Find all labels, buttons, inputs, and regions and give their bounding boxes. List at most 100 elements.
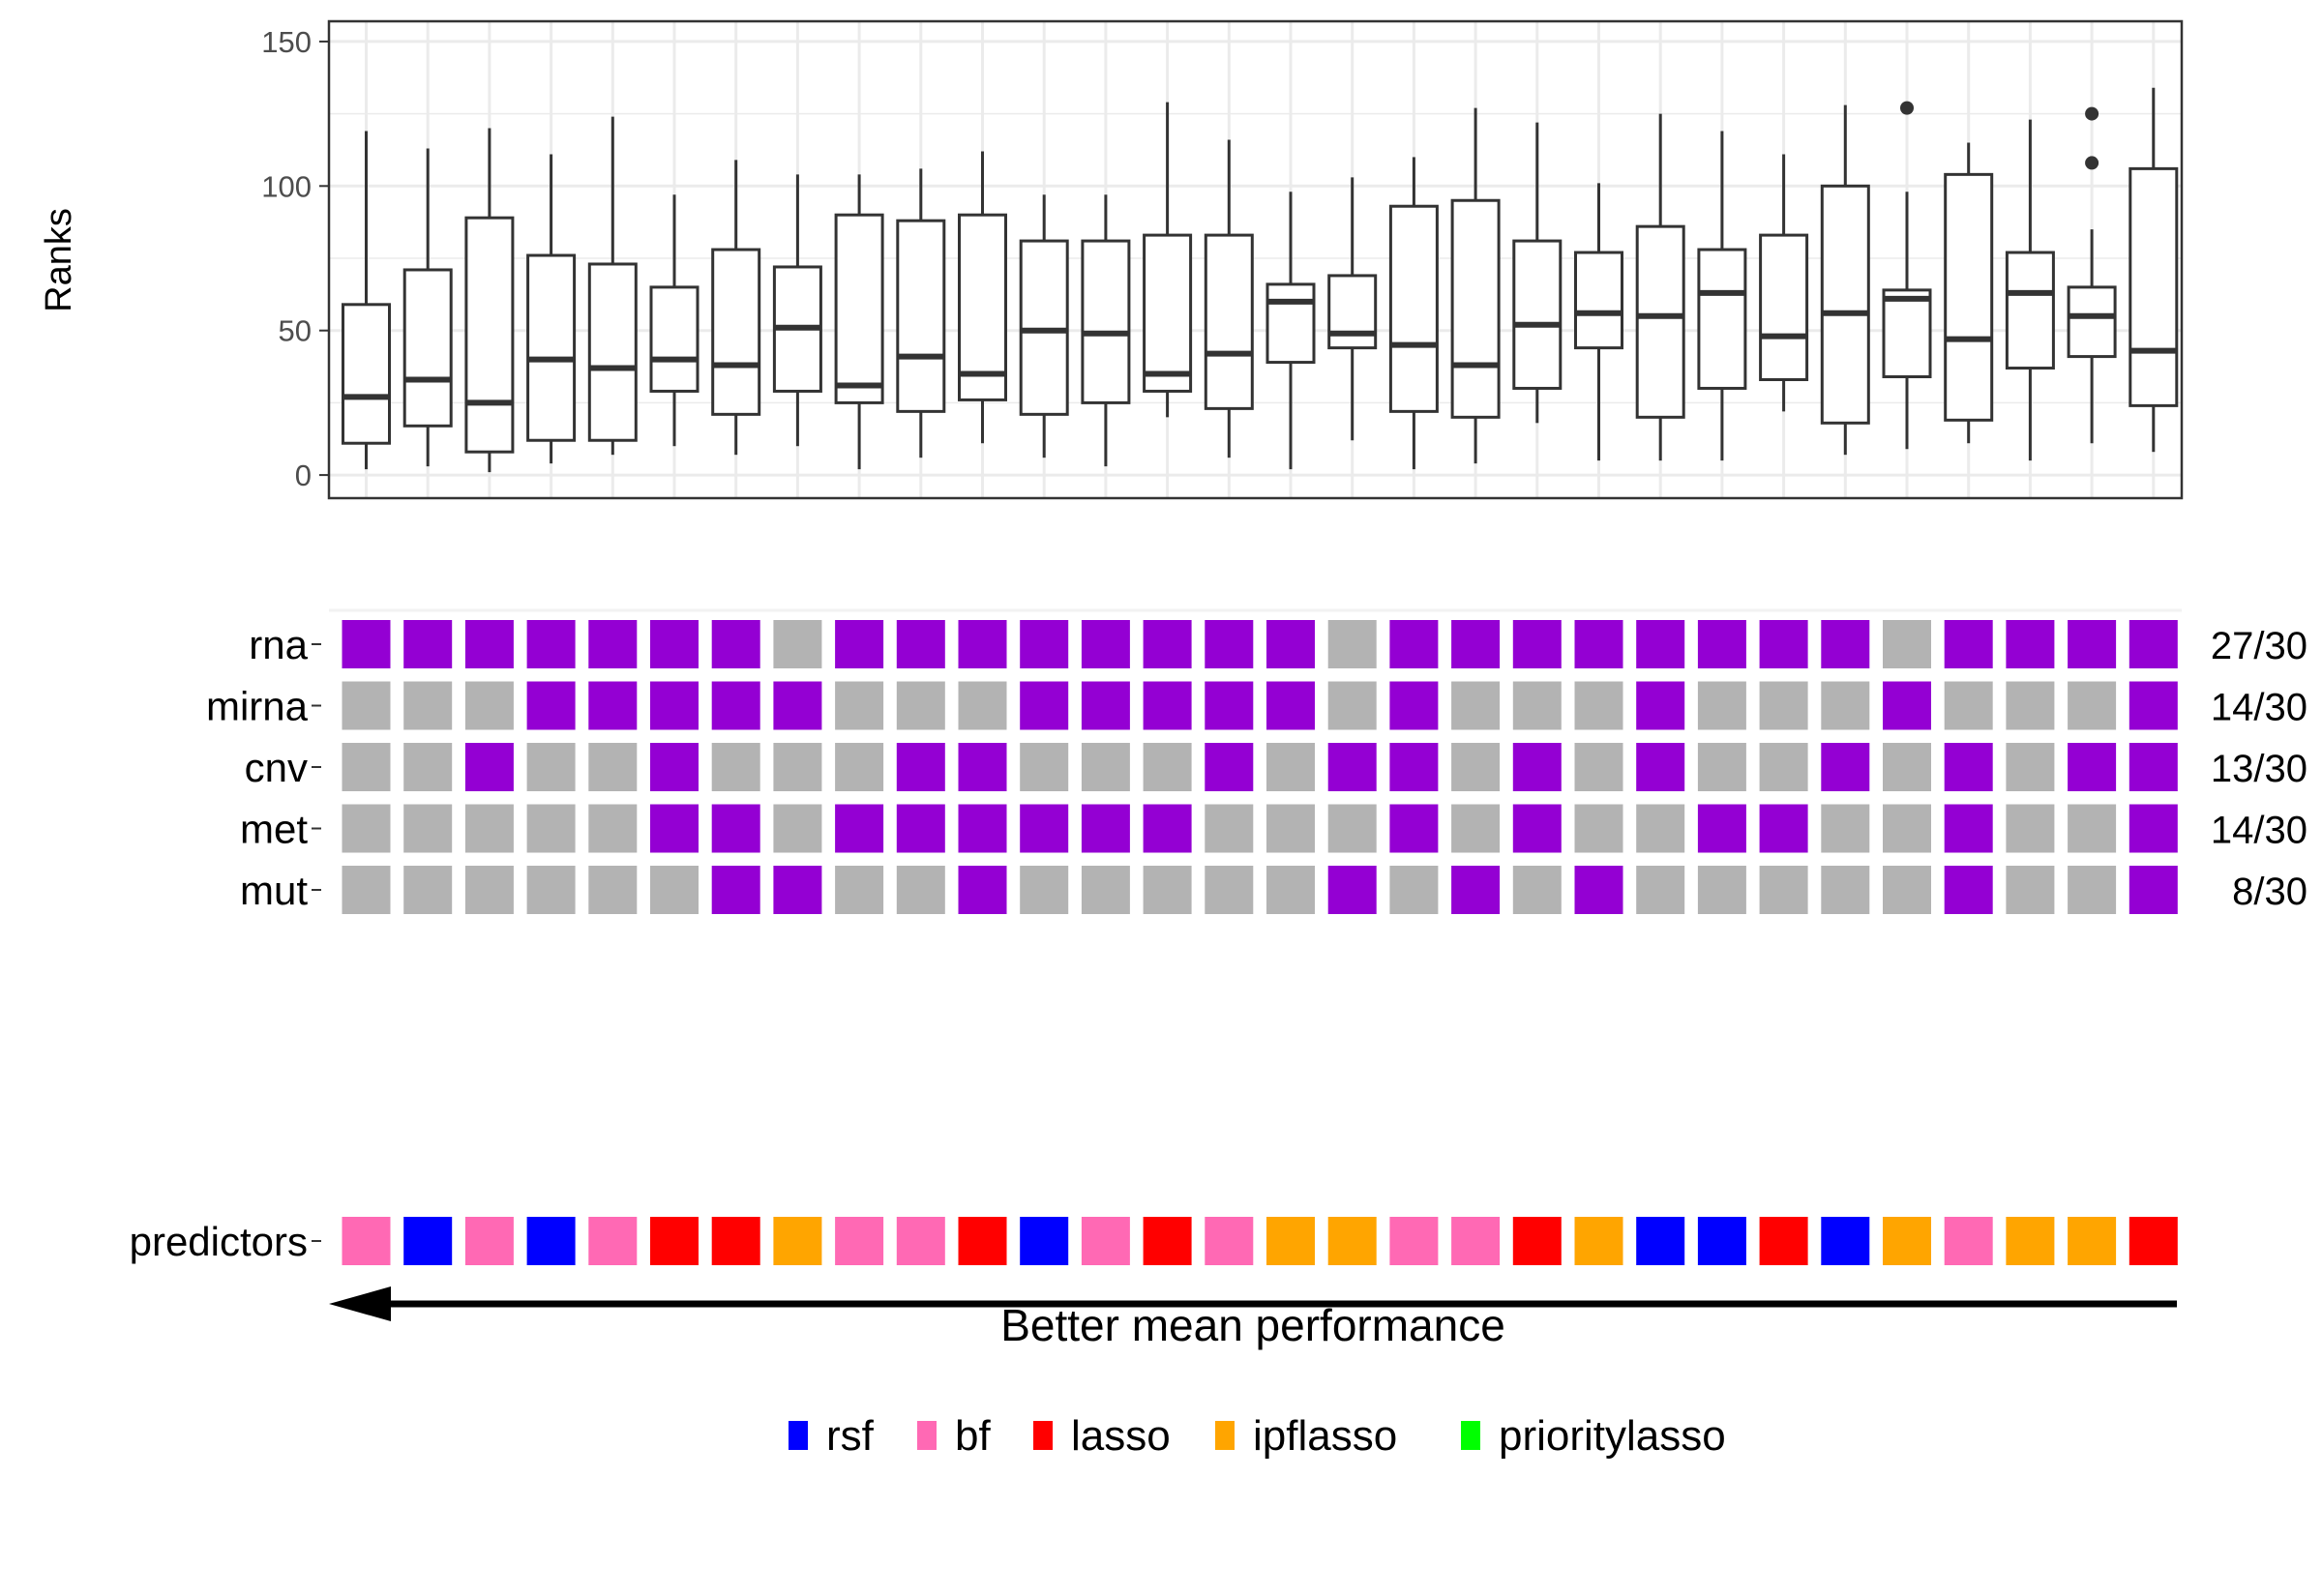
matrix-tile [342, 804, 391, 853]
matrix-tile [1327, 620, 1377, 668]
matrix-tile [1944, 743, 1993, 791]
matrix-tile [650, 620, 699, 668]
matrix-tile [2128, 804, 2178, 853]
matrix-tile [1143, 743, 1192, 791]
legend-item-ipflasso: ipflasso [1213, 1412, 1397, 1460]
box-22 [1635, 113, 1685, 461]
matrix-tile [835, 866, 884, 914]
matrix-tile [2006, 681, 2055, 730]
matrix-tile [650, 804, 699, 853]
matrix-tile [1143, 620, 1192, 668]
matrix-tile [1821, 866, 1870, 914]
legend-key [1031, 1419, 1055, 1452]
matrix-tile [1512, 681, 1562, 730]
predictor-tile-bf [1205, 1217, 1254, 1265]
legend-label: rsf [826, 1412, 875, 1460]
box-iqr [526, 253, 577, 442]
matrix-tile [1205, 866, 1254, 914]
matrix-tile [2128, 681, 2178, 730]
matrix-tile [1327, 866, 1377, 914]
matrix-tile [835, 804, 884, 853]
predictor-tile-lasso [650, 1217, 699, 1265]
matrix-tile [1205, 804, 1254, 853]
box-iqr [1204, 233, 1254, 410]
matrix-row-rna: rna 27/30 [249, 620, 2307, 668]
predictor-tile-lasso [1512, 1217, 1562, 1265]
row-count-label: 27/30 [2211, 625, 2307, 667]
outlier-point [2085, 106, 2099, 121]
matrix-tile [1759, 620, 1808, 668]
predictor-tile-bf [464, 1217, 514, 1265]
matrix-tile [1143, 866, 1192, 914]
box-18 [1388, 157, 1439, 470]
matrix-tile [1574, 681, 1623, 730]
row-label: rna [249, 622, 308, 667]
matrix-tile [958, 681, 1007, 730]
matrix-tile [1081, 743, 1130, 791]
legend-key [787, 1419, 810, 1452]
box-iqr [1512, 239, 1563, 390]
box-21 [1574, 183, 1623, 461]
box-iqr [1388, 204, 1439, 413]
predictor-tile-bf [896, 1217, 945, 1265]
matrix-tile [2128, 866, 2178, 914]
matrix-tile [1759, 866, 1808, 914]
row-label: mut [240, 868, 308, 913]
matrix-tile [1266, 620, 1315, 668]
box-iqr [1450, 198, 1501, 419]
matrix-tile [1143, 681, 1192, 730]
matrix-tile [1020, 866, 1069, 914]
predictor-tile-lasso [958, 1217, 1007, 1265]
matrix-tile [526, 681, 576, 730]
matrix-tile [1266, 743, 1315, 791]
matrix-tile [1883, 804, 1931, 853]
predictor-tile-ipflasso [1327, 1217, 1377, 1265]
box-iqr [958, 213, 1007, 401]
matrix-tile [342, 743, 391, 791]
matrix-tile [2128, 743, 2178, 791]
matrix-tile [1944, 620, 1993, 668]
matrix-tile [1389, 681, 1439, 730]
box-iqr [2128, 166, 2179, 407]
matrix-tile [1266, 866, 1315, 914]
matrix-tile [1697, 804, 1746, 853]
matrix-tile [1020, 620, 1069, 668]
box-iqr [1882, 288, 1932, 379]
performance-arrow: Better mean performance [329, 1286, 2177, 1350]
matrix-tile [1512, 620, 1562, 668]
box-15 [1204, 139, 1254, 458]
matrix-tile [1636, 866, 1685, 914]
matrix-tile [1389, 804, 1439, 853]
matrix-tile [773, 804, 822, 853]
y-tick-label: 150 [261, 25, 312, 59]
matrix-tile [711, 681, 760, 730]
box-iqr [1265, 282, 1316, 365]
box-20 [1512, 122, 1563, 424]
box-26 [1882, 101, 1932, 450]
matrix-row-cnv: cnv 13/30 [245, 743, 2307, 791]
matrix-tile [403, 804, 453, 853]
box-iqr [464, 216, 515, 454]
box-iqr [1081, 239, 1131, 404]
box-28 [2005, 119, 2055, 461]
box-3 [464, 128, 515, 473]
outlier-point [2085, 156, 2099, 170]
legend-key [1459, 1419, 1482, 1452]
box-iqr [587, 262, 638, 442]
box-6 [649, 194, 700, 447]
matrix-tile [1327, 681, 1377, 730]
matrix-tile [773, 743, 822, 791]
matrix-tile [1081, 620, 1130, 668]
matrix-tile [588, 804, 638, 853]
predictor-tile-bf [588, 1217, 638, 1265]
box-4 [526, 154, 577, 464]
box-30 [2128, 87, 2179, 453]
matrix-tile [464, 620, 514, 668]
matrix-tile [1389, 743, 1439, 791]
matrix-tile [1574, 620, 1623, 668]
box-iqr [711, 248, 761, 416]
matrix-tile [1143, 804, 1192, 853]
matrix-tile [835, 620, 884, 668]
matrix-tile [896, 681, 945, 730]
matrix-tile [464, 743, 514, 791]
